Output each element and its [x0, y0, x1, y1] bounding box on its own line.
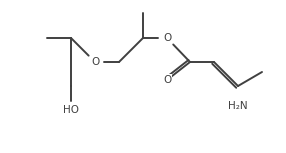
- Text: O: O: [91, 57, 99, 67]
- Text: H₂N: H₂N: [228, 101, 248, 111]
- Text: HO: HO: [63, 105, 79, 115]
- Text: O: O: [163, 33, 171, 43]
- Text: O: O: [163, 75, 171, 85]
